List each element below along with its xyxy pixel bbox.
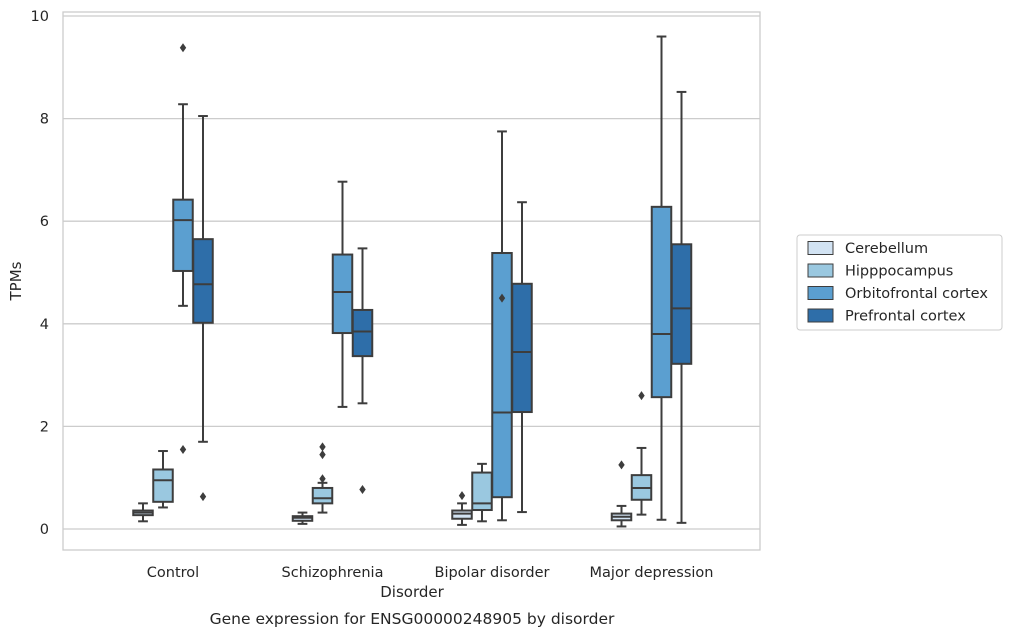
legend-swatch-3 — [807, 308, 834, 323]
box-iqr — [192, 238, 214, 324]
box-iqr — [670, 243, 693, 365]
box-iqr — [471, 471, 493, 512]
outlier-point — [359, 484, 366, 494]
box-0-0 — [132, 502, 154, 523]
box-iqr — [491, 252, 513, 499]
legend-label-1: Hipppocampus — [845, 264, 953, 280]
boxes — [132, 35, 693, 528]
legend-swatch-1 — [807, 263, 834, 278]
outlier-point — [179, 444, 187, 454]
outlier-point — [319, 474, 326, 484]
legend-label-2: Orbitofrontal cortex — [845, 286, 988, 302]
box-0-1 — [291, 511, 314, 525]
box-iqr — [172, 198, 194, 272]
box-2-0 — [172, 43, 194, 454]
y-tick-label-4: 4 — [40, 317, 49, 333]
box-iqr — [351, 308, 374, 358]
x-axis-title: Disorder — [380, 583, 444, 601]
box-3-3 — [670, 90, 693, 524]
box-0-3 — [610, 460, 633, 528]
x-tick-label-1: Schizophrenia — [282, 565, 384, 581]
box-iqr — [152, 468, 174, 503]
box-1-2 — [471, 462, 493, 523]
y-tick-label-2: 2 — [40, 419, 49, 435]
box-iqr — [511, 282, 533, 414]
box-iqr — [311, 486, 334, 505]
legend-swatch-0 — [807, 241, 834, 255]
outlier-point — [319, 450, 326, 460]
legend-frame — [796, 234, 1003, 331]
box-1-0 — [152, 450, 174, 509]
box-iqr — [331, 253, 354, 335]
x-tick-labels: Control Schizophrenia Bipolar disorder Majo… — [147, 565, 714, 581]
legend-label-3: Prefrontal cortex — [845, 309, 966, 325]
legend: Cerebellum Hipppocampus Orbitofrontal cort… — [796, 234, 1003, 331]
box-3-1 — [351, 247, 374, 494]
box-1-3 — [630, 391, 653, 516]
legend-items: Cerebellum Hipppocampus Orbitofrontal cort… — [807, 241, 988, 325]
outlier-point — [179, 43, 187, 53]
box-1-1 — [311, 442, 334, 514]
figure-caption: Gene expression for ENSG00000248905 by d… — [210, 610, 615, 628]
plot-frame — [62, 11, 761, 551]
box-3-2 — [511, 201, 533, 514]
y-axis-title: TPMs — [7, 261, 25, 301]
outlier-point — [618, 460, 625, 470]
y-tick-label-8: 8 — [40, 112, 49, 128]
outlier-point — [458, 491, 466, 501]
x-tick-label-3: Major depression — [590, 565, 714, 581]
y-tick-label-6: 6 — [40, 214, 49, 230]
box-iqr — [451, 509, 473, 520]
outlier-point — [638, 391, 645, 401]
y-tick-labels: 0 2 4 6 8 10 — [31, 9, 49, 538]
y-tick-label-0: 0 — [40, 522, 49, 538]
box-2-3 — [650, 35, 673, 521]
outlier-point — [498, 293, 506, 303]
legend-swatch-2 — [807, 286, 834, 300]
box-0-2 — [451, 491, 473, 526]
box-3-0 — [192, 115, 214, 502]
box-2-2 — [491, 130, 513, 522]
legend-label-0: Cerebellum — [845, 241, 928, 257]
outlier-point — [319, 442, 326, 452]
box-2-1 — [331, 180, 354, 408]
x-tick-label-0: Control — [147, 565, 199, 581]
outlier-point — [199, 492, 207, 502]
x-tick-label-2: Bipolar disorder — [435, 565, 550, 581]
box-iqr — [650, 205, 673, 399]
y-tick-label-10: 10 — [31, 9, 49, 25]
